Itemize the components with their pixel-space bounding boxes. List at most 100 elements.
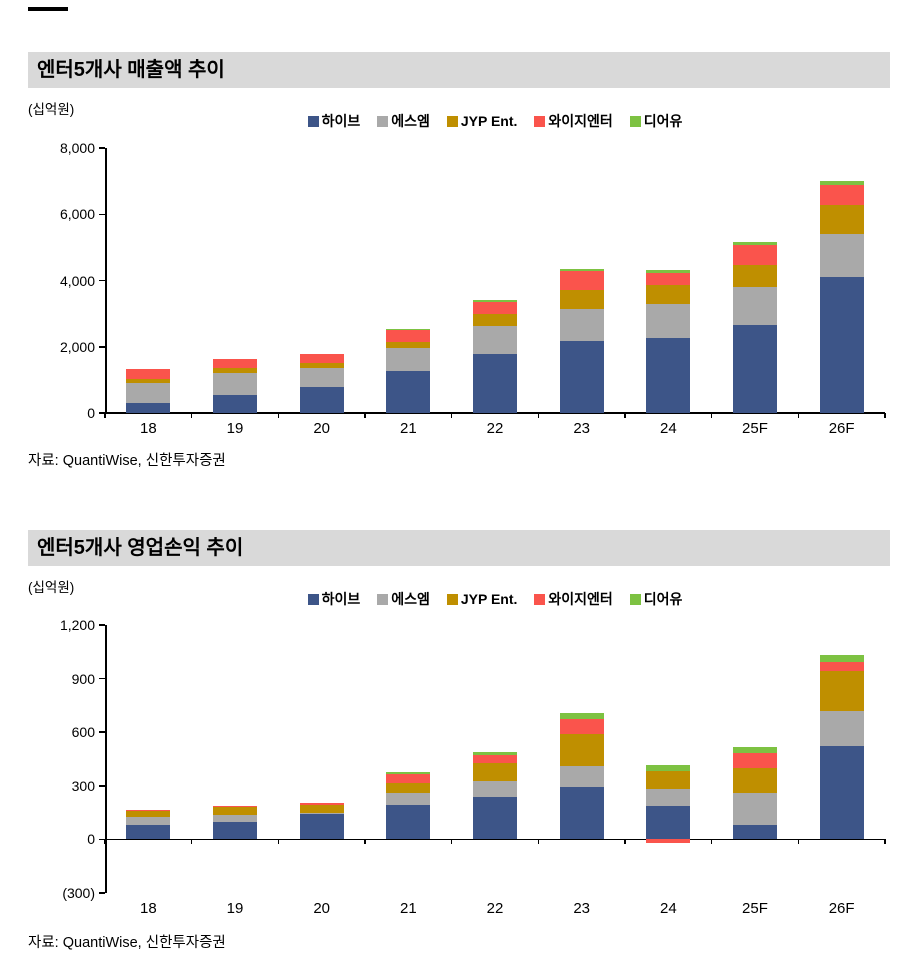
x-axis-tick (884, 413, 886, 418)
bar-segment (559, 713, 604, 719)
x-axis-category-label: 23 (573, 420, 590, 437)
legend-label: 와이지엔터 (548, 591, 613, 607)
bar-segment (819, 184, 864, 206)
legend-item: 에스엠 (377, 111, 430, 131)
y-axis-tick-label: 600 (71, 724, 95, 741)
bar-segment (819, 277, 864, 413)
y-axis-tick-label: (300) (62, 885, 95, 901)
bar-segment (213, 805, 257, 807)
revenue-unit-label: (십억원) (28, 102, 75, 117)
y-axis-tick (99, 677, 105, 680)
bar-segment (299, 802, 344, 805)
x-axis-category-label: 24 (659, 900, 677, 917)
bar-segment (386, 771, 431, 774)
legend-item: JYP Ent. (446, 591, 517, 607)
bar-segment (386, 330, 431, 342)
legend-label: 에스엠 (391, 591, 430, 607)
x-axis-category-label: 18 (139, 420, 157, 437)
bar-segment (559, 718, 604, 735)
legend-swatch-icon (534, 593, 546, 605)
legend-swatch-icon (307, 593, 319, 605)
x-axis-tick (537, 839, 540, 845)
y-axis-tick (99, 785, 105, 787)
legend-label: 하이브 (321, 113, 361, 129)
bar-segment (386, 805, 431, 840)
x-axis-tick (190, 839, 193, 845)
bar-segment (646, 789, 691, 807)
revenue-chart-title: 엔터5개사 매출액 추이 (28, 52, 890, 88)
bar-segment (819, 234, 864, 278)
bar-segment (646, 770, 691, 790)
bar-segment (299, 354, 344, 363)
y-axis-tick (99, 731, 105, 733)
y-axis-tick-label: 900 (71, 670, 95, 687)
bar-segment (819, 710, 864, 747)
y-axis-tick-label: 1,200 (59, 617, 95, 633)
bar-segment (473, 301, 517, 315)
bar-segment (299, 812, 344, 815)
x-axis-category-label: 22 (486, 900, 504, 917)
legend-item: JYP Ent. (446, 113, 518, 129)
y-axis-tick (99, 412, 105, 414)
legend-swatch-icon (446, 593, 458, 605)
bar-segment (213, 814, 257, 822)
bar-segment (473, 354, 517, 413)
bar-segment (386, 348, 431, 372)
y-axis-tick-label: 0 (87, 831, 95, 848)
bar-segment (299, 814, 344, 840)
y-axis-tick-label: 300 (71, 777, 95, 794)
legend-swatch-icon (534, 115, 546, 127)
bar-segment (473, 314, 517, 326)
bar-segment (473, 780, 517, 797)
bar-segment (646, 270, 691, 274)
x-axis-category-label: 26F (828, 900, 855, 917)
legend-swatch-icon (307, 115, 319, 127)
bar-segment (733, 325, 777, 413)
bar-segment (819, 655, 864, 662)
y-axis-tick (99, 346, 105, 348)
bar-segment (559, 340, 604, 413)
bar-segment (299, 367, 344, 387)
legend-swatch-icon (629, 593, 641, 605)
revenue-plot-area: 8,000 6,000 4,000 2,000 0 18 19 20 21 22 23 24 25F 26… (60, 140, 886, 437)
bar-segment (126, 809, 171, 812)
bar-segment (213, 806, 257, 815)
x-axis-tick (797, 839, 800, 845)
bar-segment (299, 386, 344, 413)
y-axis-tick (99, 624, 105, 626)
bar-segment (646, 764, 691, 771)
x-axis-category-label: 21 (399, 900, 417, 917)
bar-segment (386, 328, 431, 330)
legend-swatch-icon (446, 115, 458, 127)
revenue-legend: 하이브 에스엠 JYP Ent. 와이지엔터 디어유 (105, 112, 885, 130)
bar-segment (733, 825, 777, 840)
bar-segment (299, 804, 344, 813)
legend-label: JYP Ent. (460, 113, 518, 129)
legend-item: 와이지엔터 (534, 111, 613, 131)
x-axis-tick (277, 413, 280, 418)
x-axis-tick (710, 413, 713, 418)
bar-segment (733, 244, 777, 265)
x-axis-category-label: 23 (573, 900, 590, 917)
y-axis-tick (99, 213, 105, 215)
bar-segment (819, 205, 864, 235)
y-axis-line (105, 148, 107, 413)
bar-segment (213, 367, 257, 374)
x-axis-tick (624, 839, 626, 845)
x-axis-line (105, 838, 885, 841)
y-axis-tick-label: 6,000 (59, 206, 95, 223)
bar-segment (126, 382, 171, 404)
x-axis-category-label: 26F (828, 420, 855, 437)
legend-label: 하이브 (321, 591, 361, 607)
bar-segment (559, 786, 604, 840)
legend-swatch-icon (629, 115, 641, 127)
bar-segment (126, 825, 171, 840)
bar-segment (473, 325, 517, 355)
bar-segment (213, 821, 257, 840)
bar-segment (733, 287, 777, 326)
y-axis-tick-label: 8,000 (59, 140, 95, 156)
x-axis-tick (450, 413, 453, 418)
bar-segment (299, 362, 344, 368)
bar-segment (473, 299, 517, 302)
